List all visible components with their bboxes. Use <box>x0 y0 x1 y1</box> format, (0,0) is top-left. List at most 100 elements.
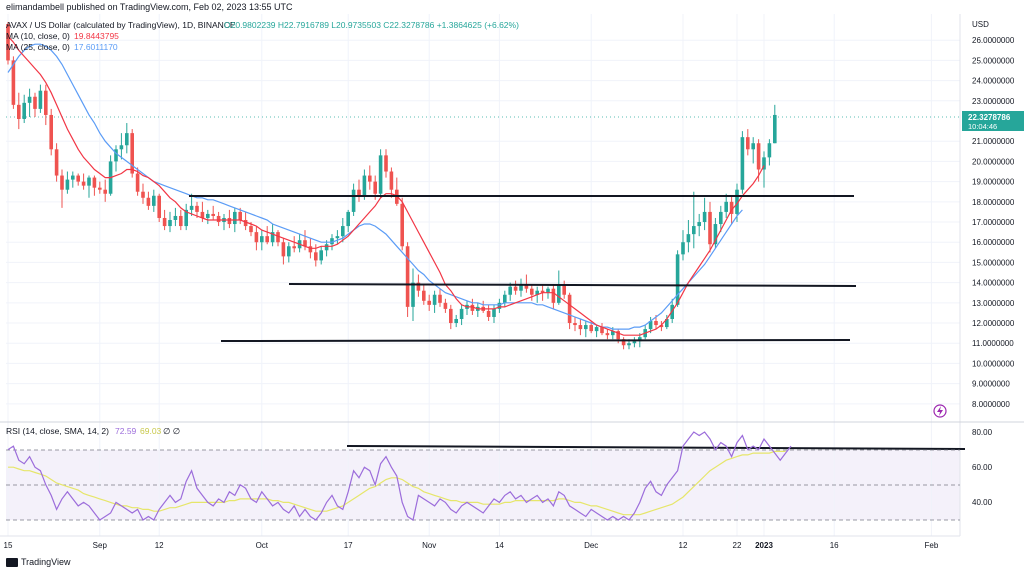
candle-body <box>303 240 307 247</box>
candle-body <box>767 143 772 158</box>
time-tick-label: 16 <box>830 541 839 550</box>
price-chart[interactable]: USD 26.0000000 25.0000000 24.0000000 23.000… <box>0 0 1024 556</box>
candle-body <box>416 282 421 291</box>
rsi-tick-60: 60.00 <box>972 463 993 472</box>
rsi-legend-extra: ∅ ∅ <box>163 426 181 436</box>
candle-body <box>443 302 448 309</box>
candle-body <box>168 220 172 227</box>
candle-body <box>411 282 415 307</box>
candle-body <box>686 234 691 243</box>
candle-body <box>44 90 48 115</box>
candle-body <box>384 155 388 172</box>
candle-body <box>141 191 145 198</box>
candle-body <box>665 318 669 328</box>
candle-body <box>567 294 572 324</box>
price-tag <box>962 111 1024 131</box>
candle-body <box>341 226 345 237</box>
candle-body <box>146 197 151 206</box>
candle-body <box>33 96 37 109</box>
candle-body <box>87 177 91 186</box>
candle-body <box>92 177 97 188</box>
candle-body <box>157 195 161 218</box>
support-line-11-5[interactable] <box>220 339 851 342</box>
candlestick-series <box>6 22 777 350</box>
candle-body <box>594 327 599 332</box>
lightning-icon-glyph <box>937 406 943 416</box>
candle-body <box>729 201 734 214</box>
candle-body <box>535 290 539 295</box>
candle-body <box>524 284 529 289</box>
candle-body <box>735 189 739 214</box>
candle-body <box>179 215 183 227</box>
candle-body <box>119 145 124 150</box>
candle-body <box>459 308 464 319</box>
candle-body <box>675 254 680 305</box>
candle-body <box>130 133 134 174</box>
rsi-tick-40: 40.00 <box>972 498 993 507</box>
candle-body <box>314 252 318 261</box>
candle-body <box>659 325 664 328</box>
candle-body <box>227 217 232 225</box>
rsi-resistance-line[interactable] <box>346 445 966 450</box>
candle-body <box>238 211 242 220</box>
candle-body <box>189 205 194 210</box>
price-tag-value: 22.3278786 <box>968 113 1011 122</box>
ma25-legend-label: MA (25, close, 0) <box>6 42 70 52</box>
candle-body <box>351 189 356 212</box>
time-tick-label: 22 <box>733 541 742 550</box>
candle-body <box>173 215 178 220</box>
candle-body <box>584 325 588 330</box>
candle-body <box>281 242 286 257</box>
time-axis: 15 Sep 12 Oct 17 Nov 14 Dec 12 22 2023 16 Feb <box>4 541 939 550</box>
price-tick-label: 13.0000000 <box>972 299 1015 308</box>
candle-body <box>103 189 107 194</box>
tradingview-logo[interactable]: TradingView <box>6 555 71 569</box>
ohlc-legend: O20.9802239 H22.7916789 L20.9735503 C22.… <box>224 20 519 30</box>
candle-body <box>27 96 32 103</box>
candle-body <box>638 337 642 342</box>
time-tick-label: 14 <box>495 541 504 550</box>
symbol-legend: AVAX / US Dollar (calculated by TradingV… <box>6 20 236 30</box>
candle-body <box>422 290 426 301</box>
candle-body <box>249 226 253 233</box>
candle-body <box>573 323 577 326</box>
candle-body <box>60 175 64 190</box>
publisher-text: elimandambell published on TradingView.c… <box>6 2 293 12</box>
price-tick-label: 17.0000000 <box>972 218 1015 227</box>
price-tick-label: 15.0000000 <box>972 258 1015 267</box>
candle-body <box>389 171 394 190</box>
candle-body <box>206 213 210 218</box>
candle-body <box>654 321 658 326</box>
candle-body <box>22 102 26 119</box>
lightning-icon[interactable] <box>933 404 947 418</box>
candle-body <box>260 236 264 243</box>
candle-body <box>287 246 291 257</box>
candle-body <box>503 294 507 303</box>
candle-body <box>681 242 685 255</box>
candle-body <box>540 290 545 293</box>
header-bar: elimandambell published on TradingView.c… <box>0 0 1024 14</box>
candle-body <box>751 143 755 150</box>
rsi-legend-value: 72.59 <box>115 426 137 436</box>
candle-body <box>578 325 583 330</box>
ma10-line <box>7 35 765 336</box>
candle-body <box>470 304 475 311</box>
resistance-line-14[interactable] <box>288 283 857 287</box>
candle-body <box>162 217 167 227</box>
candle-body <box>562 284 566 295</box>
rsi-sma-legend-value: 69.03 <box>140 426 162 436</box>
candle-body <box>756 143 761 170</box>
candle-body <box>400 203 404 247</box>
candle-body <box>519 284 523 291</box>
candle-body <box>49 114 53 150</box>
candle-body <box>648 321 653 330</box>
time-tick-label: 12 <box>679 541 688 550</box>
candle-body <box>254 232 259 243</box>
price-tick-label: 9.0000000 <box>972 380 1010 389</box>
candle-body <box>135 173 140 192</box>
candle-body <box>697 222 701 227</box>
candle-body <box>589 325 593 332</box>
price-tick-label: 12.0000000 <box>972 319 1015 328</box>
candle-body <box>600 327 604 334</box>
price-tick-label: 10.0000000 <box>972 359 1015 368</box>
